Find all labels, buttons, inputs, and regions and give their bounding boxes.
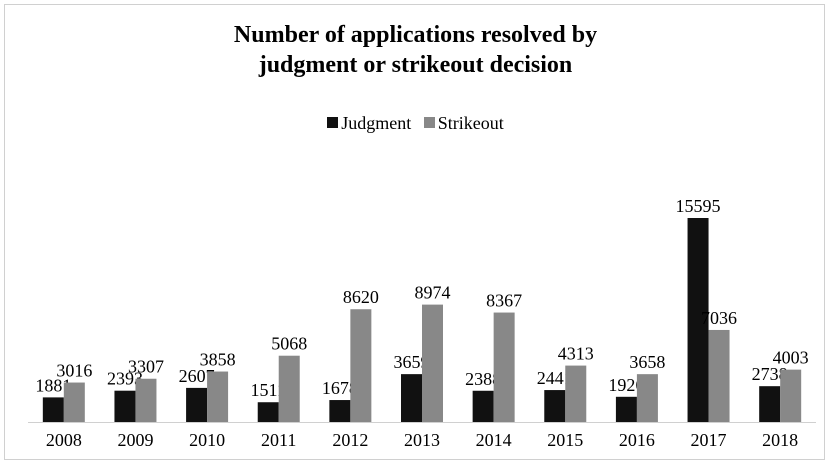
data-label-strikeout-2011: 5068 [271,334,307,354]
bar-strikeout-2015 [565,365,587,422]
x-tick-label-2013: 2013 [404,430,440,450]
bar-judgment-2008 [42,397,64,422]
data-label-strikeout-2009: 3307 [128,357,164,377]
data-label-judgment-2012: 1678 [322,378,358,398]
bar-judgment-2013 [401,374,422,422]
data-label-strikeout-2018: 4003 [773,348,809,368]
x-tick-label-2009: 2009 [117,430,153,450]
x-tick-label-2016: 2016 [619,430,655,450]
x-tick-label-2017: 2017 [691,430,727,450]
bar-strikeout-2009 [135,378,157,422]
x-tick-label-2011: 2011 [261,430,296,450]
data-label-judgment-2009: 2393 [107,369,143,389]
bar-strikeout-2018 [780,369,802,422]
data-label-judgment-2013: 3659 [394,352,430,372]
bar-judgment-2010 [186,387,208,422]
chart-title: Number of applications resolved by judgm… [0,20,831,80]
bar-strikeout-2012 [350,309,372,422]
bar-judgment-2009 [114,390,136,422]
data-label-strikeout-2010: 3858 [200,350,236,370]
data-label-strikeout-2013: 8974 [415,283,451,303]
bar-strikeout-2016 [636,374,658,422]
data-label-judgment-2008: 1881 [35,375,71,395]
data-label-judgment-2016: 1926 [608,375,644,395]
bar-judgment-2014 [472,390,494,422]
bar-judgment-2016 [615,396,637,422]
data-label-strikeout-2014: 8367 [486,291,522,311]
x-tick-label-2012: 2012 [332,430,368,450]
x-tick-label-2018: 2018 [762,430,798,450]
bar-judgment-2011 [257,402,279,422]
x-tick-label-2014: 2014 [476,430,512,450]
data-label-judgment-2015: 2441 [537,368,573,388]
bar-judgment-2017 [687,218,709,422]
legend-swatch-judgment [327,117,339,128]
bar-judgment-2018 [759,386,781,422]
data-label-strikeout-2008: 3016 [56,361,92,381]
legend-label-judgment: Judgment [341,112,412,133]
data-label-strikeout-2012: 8620 [343,287,379,307]
bar-strikeout-2017 [708,329,730,422]
bar-strikeout-2014 [493,312,515,422]
legend-item-judgment: Judgment [327,111,411,135]
data-label-judgment-2017: 15595 [676,196,721,216]
x-tick-label-2010: 2010 [189,430,225,450]
legend-label-strikeout: Strikeout [437,112,504,133]
legend-swatch-strikeout [423,117,435,128]
chart-legend: Judgment Strikeout [0,110,831,135]
chart-title-line-1: Number of applications resolved by [233,22,598,48]
bar-judgment-2015 [544,390,566,422]
bar-strikeout-2008 [63,382,85,422]
x-tick-label-2015: 2015 [547,430,583,450]
data-label-judgment-2014: 2388 [465,369,501,389]
chart-title-line-2: judgment or strikeout decision [258,52,573,78]
data-label-strikeout-2015: 4313 [558,344,594,364]
x-tick-label-2008: 2008 [46,430,82,450]
data-label-strikeout-2017: 7036 [701,308,737,328]
bar-strikeout-2011 [278,355,300,422]
legend-item-strikeout: Strikeout [423,111,504,135]
bar-strikeout-2010 [207,371,229,422]
data-label-strikeout-2016: 3658 [629,352,665,372]
data-label-judgment-2011: 1511 [251,380,286,400]
data-label-judgment-2010: 2607 [179,366,215,386]
data-label-judgment-2018: 2738 [752,364,788,384]
bar-judgment-2012 [329,400,351,422]
bar-strikeout-2013 [422,304,443,422]
